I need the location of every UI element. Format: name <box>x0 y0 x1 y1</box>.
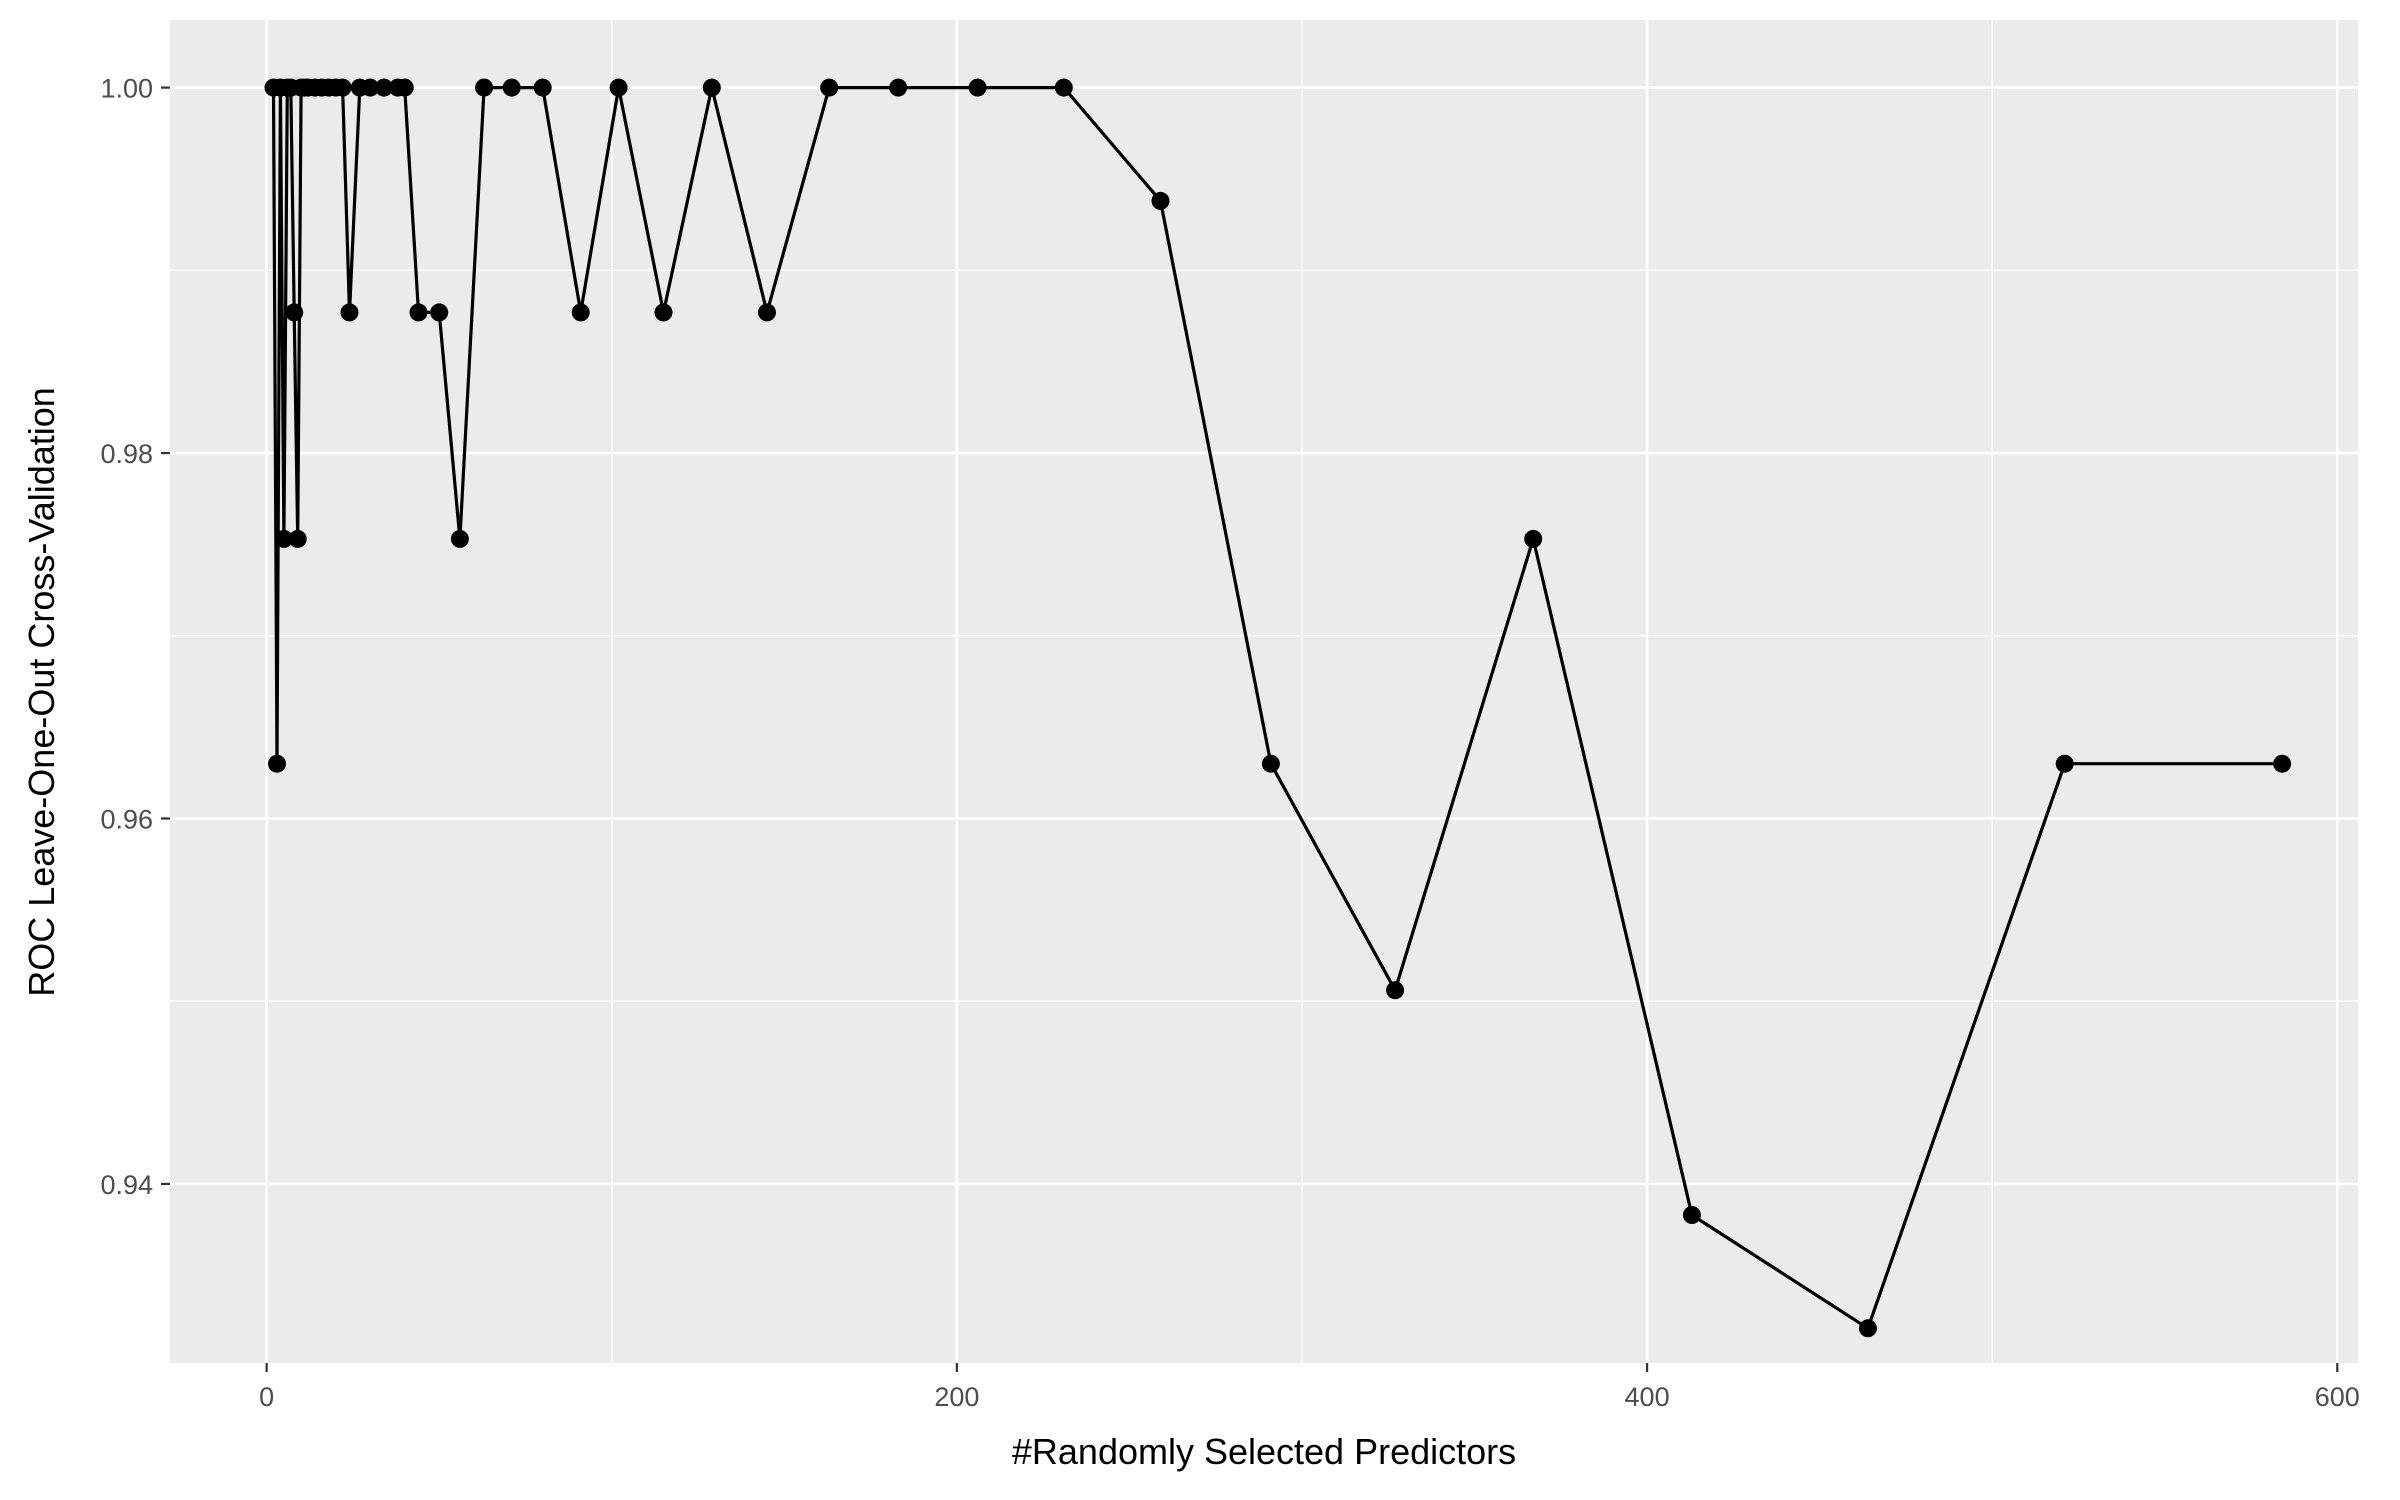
data-point <box>1054 78 1073 97</box>
data-point <box>2055 754 2074 773</box>
data-point <box>1151 191 1170 210</box>
x-tick-label: 600 <box>2315 1382 2360 1412</box>
data-point <box>333 78 352 97</box>
data-point <box>820 78 839 97</box>
x-axis-ticks: 0 200 400 600 <box>259 1363 2360 1412</box>
y-axis-title: ROC Leave-One-Out Cross-Validation <box>21 387 62 997</box>
data-point <box>475 78 494 97</box>
data-point <box>430 303 449 322</box>
x-tick-label: 400 <box>1625 1382 1670 1412</box>
data-point <box>1261 754 1280 773</box>
data-point <box>654 303 673 322</box>
y-tick-label: 1.00 <box>100 74 153 104</box>
data-point <box>1682 1206 1701 1224</box>
roc-data-points <box>264 78 2292 1338</box>
data-point <box>533 78 552 97</box>
data-point <box>571 303 590 322</box>
data-point <box>2273 754 2292 773</box>
y-axis-ticks: 0.94 0.96 0.98 1.00 <box>100 74 170 1200</box>
data-point <box>340 303 359 322</box>
x-tick-label: 200 <box>934 1382 979 1412</box>
data-point <box>889 78 908 97</box>
data-point <box>285 303 304 322</box>
data-point <box>450 529 469 548</box>
data-point <box>395 78 414 97</box>
data-point <box>502 78 521 97</box>
data-point <box>968 78 987 97</box>
data-point <box>1386 981 1405 1000</box>
data-point <box>758 303 776 322</box>
plot-panel <box>170 20 2358 1363</box>
data-point <box>1524 529 1543 548</box>
y-tick-label: 0.96 <box>100 804 153 834</box>
y-tick-label: 0.94 <box>100 1170 153 1200</box>
data-point <box>274 529 293 548</box>
data-point <box>702 78 721 97</box>
data-point <box>1858 1319 1877 1338</box>
data-point <box>409 303 428 322</box>
data-point <box>268 754 286 773</box>
minor-gridlines <box>170 20 2358 1363</box>
data-point <box>375 78 393 97</box>
data-point <box>609 78 628 97</box>
data-point <box>288 529 307 548</box>
y-tick-label: 0.98 <box>100 439 153 469</box>
x-tick-label: 0 <box>259 1382 274 1412</box>
data-point <box>361 78 380 97</box>
x-axis-title: #Randomly Selected Predictors <box>1012 1431 1516 1472</box>
